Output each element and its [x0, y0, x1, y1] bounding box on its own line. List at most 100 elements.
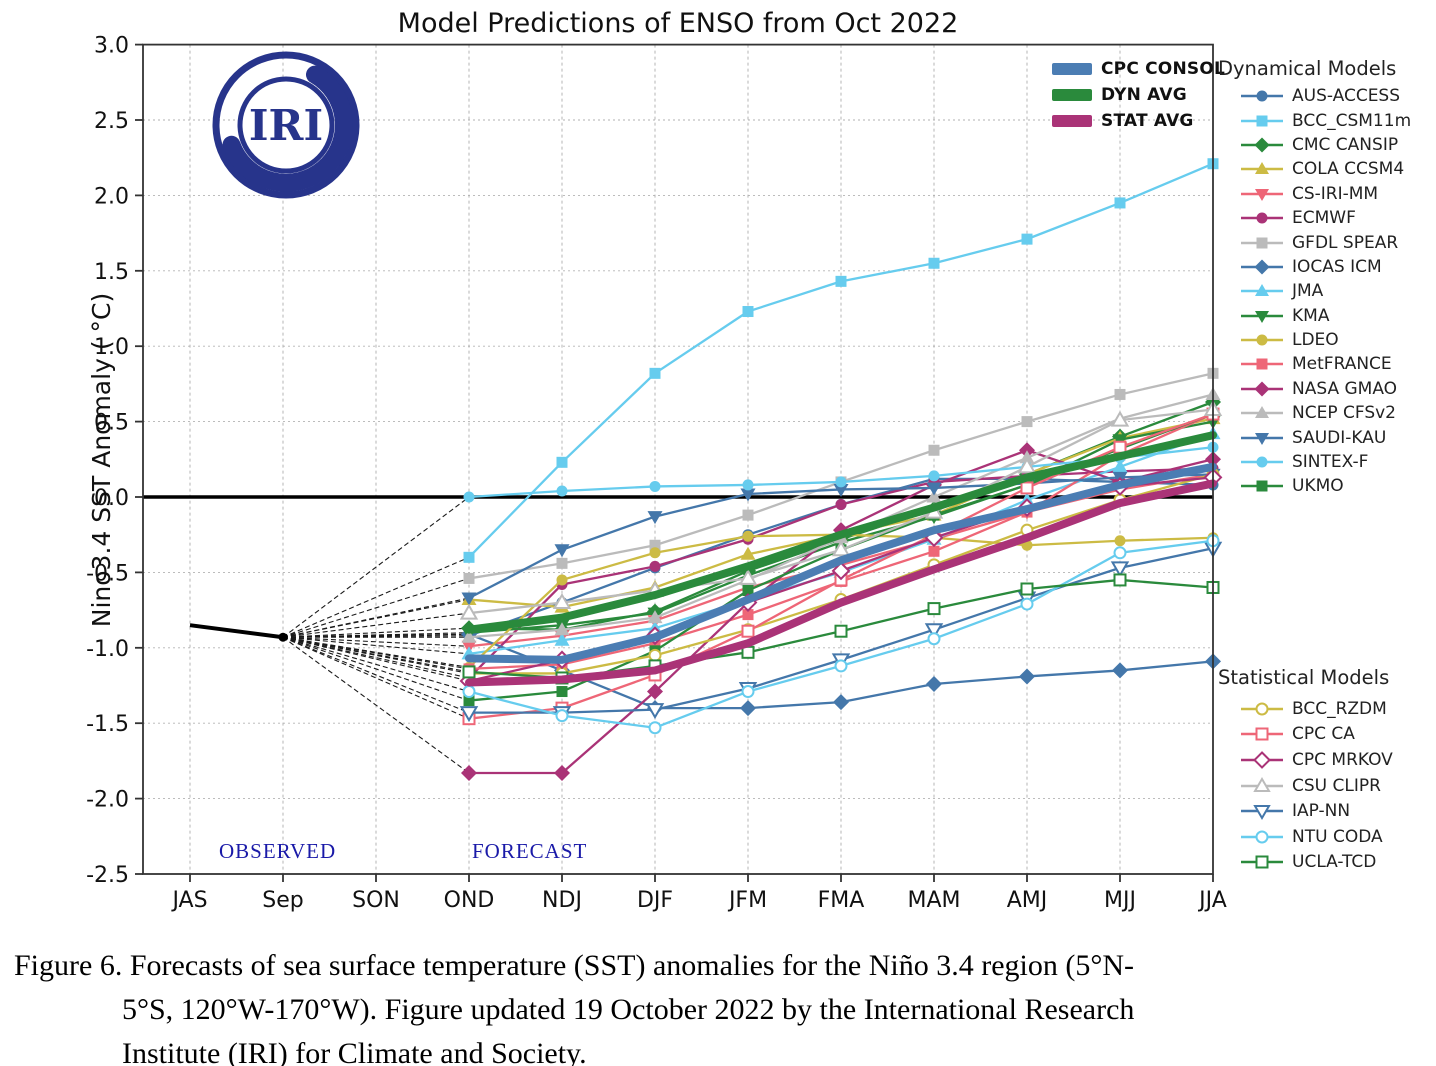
data-point-marker [1112, 434, 1128, 448]
forecast-fan-line [282, 612, 470, 638]
forecast-label: FORECAST [472, 839, 588, 863]
data-point-marker [928, 257, 940, 269]
dynamical-models-list: AUS-ACCESS BCC_CSM11m CMC CANSIP COLA CCSM4… [1218, 84, 1411, 499]
data-point-marker [463, 572, 475, 584]
data-point-marker [554, 544, 570, 558]
average-series-line [465, 462, 1217, 664]
y-tick-label: -0.5 [86, 561, 129, 586]
legend-label: SAUDI-KAU [1292, 427, 1387, 448]
y-tick-label: 2.5 [94, 109, 129, 134]
data-point-marker [926, 675, 942, 692]
legend-label: STAT AVG [1101, 111, 1194, 131]
forecast-fan-line [282, 636, 470, 655]
circle-marker-icon [1241, 90, 1283, 102]
legend-label: NASA GMAO [1292, 378, 1398, 399]
data-point-marker [740, 488, 756, 502]
statistical-models-header: Statistical Models [1218, 666, 1390, 689]
legend-item-iap-nn: IAP-NN [1218, 798, 1393, 824]
data-point-marker [554, 632, 570, 646]
data-point-marker [742, 479, 754, 491]
data-point-marker [927, 602, 941, 616]
legend-item-stat-avg: STAT AVG [1052, 108, 1225, 134]
legend-label: UCLA-TCD [1292, 852, 1377, 873]
legend-label: NTU CODA [1292, 826, 1383, 847]
square-marker-icon [1241, 115, 1283, 127]
forecast-fan-line [282, 633, 470, 638]
legend-label: BCC_RZDM [1292, 698, 1387, 719]
data-point-marker [555, 709, 569, 723]
y-tick-label: -2.0 [86, 788, 129, 813]
legend-item-aus-access: AUS-ACCESS [1218, 84, 1411, 108]
legend-item-saudi-kau: SAUDI-KAU [1218, 425, 1411, 449]
legend-label: UKMO [1292, 476, 1344, 497]
data-point-marker [1113, 573, 1127, 587]
forecast-fan-line [282, 627, 470, 638]
dynamical-models-header: Dynamical Models [1218, 57, 1397, 80]
figure-caption: Figure 6. Forecasts of sea surface tempe… [0, 944, 1436, 1066]
legend-item-cmc-cansip: CMC CANSIP [1218, 133, 1411, 157]
legend-item-sintex-f: SINTEX-F [1218, 450, 1411, 474]
forecast-fan-line [282, 636, 470, 702]
square-marker-icon [1241, 237, 1283, 249]
data-point-marker [463, 491, 475, 503]
data-point-marker [461, 592, 477, 606]
y-tick-label: 1.0 [94, 335, 129, 360]
data-point-marker [740, 700, 756, 717]
triangle-down-marker-icon [1241, 805, 1283, 821]
data-point-marker [742, 306, 754, 318]
circle-marker-icon [1241, 212, 1283, 224]
data-point-marker [552, 593, 572, 610]
data-point-marker [1114, 535, 1126, 547]
triangle-up-marker-icon [1241, 284, 1283, 297]
data-point-marker [649, 539, 661, 551]
x-tick-label: JAS [170, 888, 207, 913]
average-lines-legend: CPC CONSOL DYN AVG STAT AVG [1052, 56, 1225, 134]
average-series-line [465, 431, 1217, 634]
data-point-marker [1020, 481, 1034, 495]
legend-label: BCC_CSM11m [1292, 110, 1412, 131]
data-point-marker [462, 685, 476, 699]
legend-label: NCEP CFSv2 [1292, 403, 1397, 424]
data-point-marker [742, 509, 754, 521]
data-point-marker [926, 482, 942, 496]
legend-item-ukmo: UKMO [1218, 474, 1411, 498]
forecast-fan-line [282, 635, 470, 638]
data-point-marker [647, 610, 663, 624]
data-point-marker [742, 530, 754, 542]
legend-label: CMC CANSIP [1292, 134, 1399, 155]
triangle-up-marker-icon [1241, 162, 1283, 175]
triangle-up-marker-icon [1241, 406, 1283, 419]
legend-item-bcc-csm11m: BCC_CSM11m [1218, 108, 1411, 132]
legend-item-csu-clipr: CSU CLIPR [1218, 773, 1393, 799]
data-point-marker [556, 456, 568, 468]
caption-line-1: Figure 6. Forecasts of sea surface tempe… [14, 949, 1134, 982]
data-point-marker [1112, 662, 1128, 679]
data-point-marker [741, 624, 755, 638]
x-tick-label: JJA [1197, 888, 1227, 913]
legend-label: DYN AVG [1101, 85, 1187, 105]
observed-line [189, 623, 284, 640]
legend-item-cpc-consol: CPC CONSOL [1052, 56, 1225, 82]
legend-label: COLA CCSM4 [1292, 159, 1405, 180]
legend-label: ECMWF [1292, 208, 1356, 229]
data-point-marker [463, 551, 475, 563]
data-point-marker [1020, 597, 1034, 611]
square-marker-icon [1241, 358, 1283, 370]
x-tick-label: DJF [637, 888, 673, 913]
data-point-marker [835, 499, 847, 511]
data-point-marker [1019, 668, 1035, 685]
legend-item-ecmwf: ECMWF [1218, 206, 1411, 230]
data-point-marker [740, 546, 756, 560]
data-point-marker [554, 764, 570, 781]
data-point-marker [927, 632, 941, 646]
data-point-marker [554, 622, 570, 636]
legend-label: IAP-NN [1292, 801, 1351, 822]
legend-item-ntu-coda: NTU CODA [1218, 824, 1393, 850]
legend-label: JMA [1292, 281, 1324, 302]
data-point-marker [1112, 459, 1128, 473]
data-point-marker [647, 683, 663, 700]
data-point-marker [928, 545, 940, 557]
y-tick-label: 3.0 [94, 34, 129, 59]
diamond-marker-icon [1241, 137, 1283, 153]
data-point-marker [742, 609, 754, 621]
